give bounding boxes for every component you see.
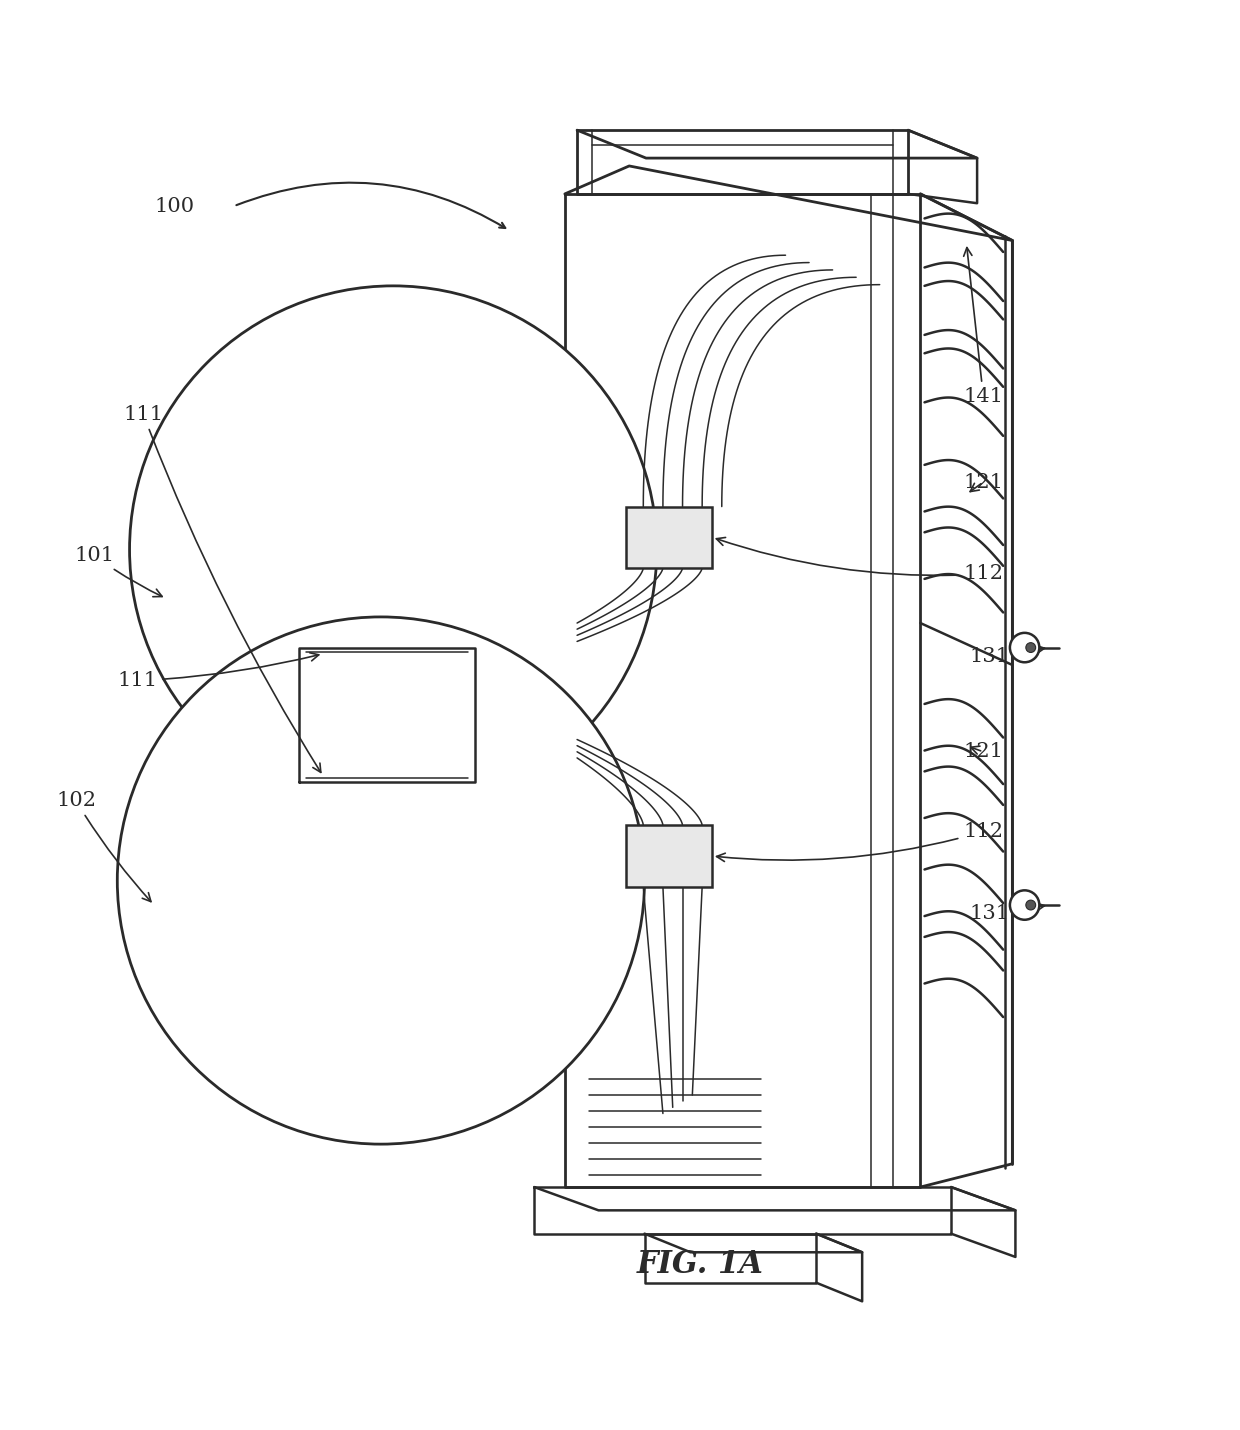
Text: 112: 112: [717, 822, 1003, 861]
Circle shape: [129, 286, 657, 814]
Text: 121: 121: [963, 472, 1003, 492]
Circle shape: [1025, 899, 1035, 909]
Circle shape: [1009, 891, 1039, 919]
Text: 121: 121: [963, 742, 1003, 761]
Text: 131: 131: [970, 902, 1044, 924]
Bar: [626, 825, 712, 887]
Circle shape: [1009, 633, 1039, 662]
Bar: [626, 506, 712, 568]
Text: 131: 131: [970, 645, 1044, 665]
Text: 102: 102: [56, 791, 151, 902]
Text: 111: 111: [124, 405, 321, 772]
Text: 111: 111: [118, 652, 319, 691]
Circle shape: [1025, 642, 1035, 652]
Text: 101: 101: [74, 546, 162, 596]
Text: 141: 141: [963, 247, 1003, 406]
Text: 100: 100: [154, 197, 195, 216]
Text: FIG. 1A: FIG. 1A: [636, 1248, 763, 1280]
Circle shape: [118, 616, 645, 1144]
Text: 112: 112: [717, 538, 1003, 583]
